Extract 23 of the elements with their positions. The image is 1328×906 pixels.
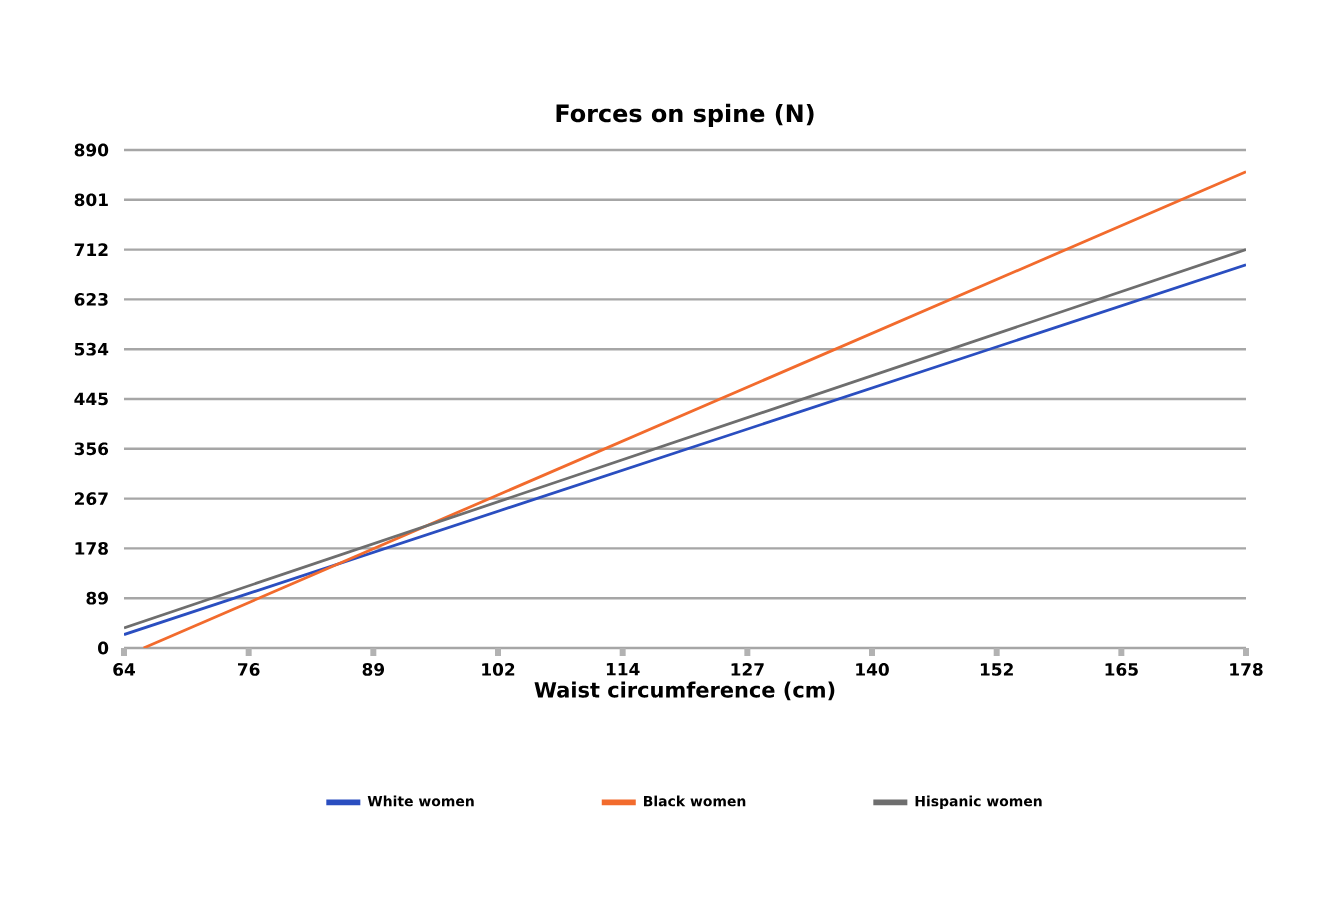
y-tick-label: 89: [86, 591, 108, 605]
x-tick-label: 76: [238, 663, 260, 676]
x-tick-label: 178: [1230, 663, 1263, 676]
y-tick-label: 534: [74, 342, 109, 356]
x-tick-label: 152: [980, 663, 1013, 676]
x-tick-label: 64: [113, 663, 135, 676]
chart-title: Forces on spine (N): [556, 103, 814, 127]
y-tick-label: 712: [74, 243, 108, 256]
x-tick-label: 140: [856, 663, 889, 676]
y-tick-label: 0: [98, 641, 109, 655]
x-axis-title: Waist circumference (cm): [534, 681, 835, 701]
y-tick-label: 890: [74, 143, 109, 157]
x-tick-label: 165: [1105, 663, 1138, 676]
x-tick-label: 114: [606, 663, 640, 676]
y-tick-label: 356: [74, 442, 109, 456]
y-tick-label: 267: [74, 492, 108, 506]
x-tick-label: 89: [362, 663, 385, 676]
x-tick-label: 127: [731, 663, 764, 676]
x-tick-label: 102: [482, 663, 515, 676]
y-tick-label: 801: [74, 193, 108, 207]
y-tick-label: 445: [74, 392, 108, 406]
y-tick-label: 178: [75, 542, 108, 555]
y-tick-label: 623: [74, 293, 108, 306]
